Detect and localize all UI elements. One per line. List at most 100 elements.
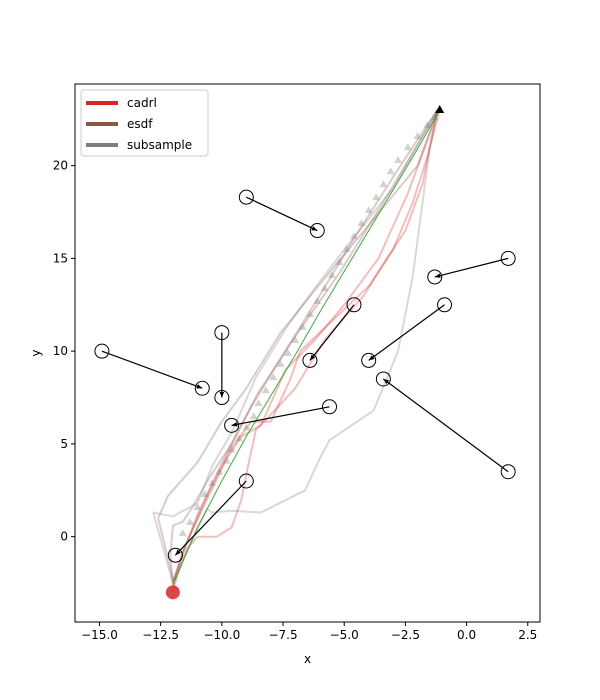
obstacle-start-7 <box>500 464 516 480</box>
obstacle-path-8 <box>231 406 330 426</box>
subsample-marker-8 <box>227 445 236 453</box>
subsample-marker-25 <box>350 232 358 240</box>
obstacle-path-5 <box>101 350 203 389</box>
esdf-run-2 <box>171 111 439 582</box>
subsample-marker-17 <box>291 336 300 344</box>
subsample-marker-10 <box>242 423 251 431</box>
subsample-marker-24 <box>342 245 351 253</box>
subsample-marker-29 <box>379 180 388 188</box>
cadrl-run-2 <box>171 109 439 584</box>
x-tick-label-7: 0.0 <box>457 628 476 642</box>
x-tick-label-2: −12.5 <box>142 628 179 642</box>
legend-label-subsample: subsample <box>127 138 192 152</box>
obstacle-arrowhead-6 <box>219 391 225 398</box>
obstacle-arrowhead-2 <box>434 273 441 278</box>
legend-label-esdf: esdf <box>127 117 153 131</box>
obstacle-path-3 <box>368 304 445 361</box>
trajectory-runs <box>152 109 441 600</box>
legend-label-cadrl: cadrl <box>127 96 157 110</box>
subsample-marker-22 <box>327 271 336 279</box>
legend-box <box>80 89 209 157</box>
y-tick-label-4: 15 <box>53 251 68 265</box>
obstacle-start-2 <box>500 250 516 266</box>
obstacle-start-6 <box>214 325 230 341</box>
obstacle-start-9 <box>238 473 254 489</box>
obstacle-end-7 <box>375 371 391 387</box>
subsample-marker-2 <box>186 517 195 525</box>
subsample-marker-7 <box>222 456 231 464</box>
subsample-marker-20 <box>313 297 322 305</box>
subsample-marker-31 <box>394 156 403 164</box>
obstacles <box>94 189 516 563</box>
obstacle-path-1 <box>246 196 318 232</box>
subsample-marker-5 <box>208 478 217 486</box>
obstacle-arrowhead-1 <box>311 226 318 231</box>
subsample-marker-9 <box>234 434 243 442</box>
x-tick-label-8: 2.5 <box>518 628 537 642</box>
subsample-marker-16 <box>283 349 292 356</box>
esdf-run-3 <box>157 111 439 580</box>
subsample-marker-15 <box>276 360 285 368</box>
subsample-marker-23 <box>335 258 344 266</box>
x-tick-label-3: −10.0 <box>203 628 240 642</box>
subsample-marker-32 <box>403 143 412 151</box>
subsample-marker-11 <box>249 412 258 420</box>
y-axis-label: y <box>29 349 43 356</box>
subsample-marker-34 <box>423 120 432 128</box>
subsample-marker-35 <box>430 113 439 121</box>
obstacle-end-5 <box>194 380 210 396</box>
subsample-marker-30 <box>386 167 395 175</box>
obstacle-arrowhead-5 <box>196 384 203 389</box>
subsample-marker-1 <box>178 528 187 536</box>
subsample-marker-14 <box>269 373 278 381</box>
subsample-marker-33 <box>413 131 422 139</box>
obstacle-path-9 <box>174 480 247 556</box>
subsample-marker-28 <box>372 193 381 201</box>
obstacle-start-4 <box>346 297 362 313</box>
x-tick-label-1: −15.0 <box>81 628 118 642</box>
x-axis-ticks: −15.0 −12.5 −10.0 −7.5 −5.0 −2.5 0.0 2.5 <box>81 622 537 642</box>
x-axis-label: x <box>304 652 311 666</box>
obstacle-start-3 <box>437 297 453 313</box>
obstacle-path-7 <box>383 378 509 473</box>
cadrl-run-1 <box>171 109 441 593</box>
subsample-marker-12 <box>254 399 263 407</box>
subsample-marker-26 <box>357 219 366 227</box>
y-tick-label-2: 5 <box>60 437 68 451</box>
obstacle-arrowhead-7 <box>383 378 390 385</box>
obstacle-end-9 <box>167 547 183 563</box>
y-tick-label-1: 0 <box>60 530 68 544</box>
reference-line <box>172 109 441 586</box>
x-tick-label-5: −5.0 <box>330 628 359 642</box>
legend: cadrl esdf subsample <box>80 89 209 157</box>
cadrl-start-point <box>165 585 180 600</box>
obstacle-arrowhead-3 <box>368 355 375 361</box>
esdf-run-1 <box>169 109 439 585</box>
subsample-marker-6 <box>215 467 224 475</box>
obstacle-end-6 <box>214 390 230 406</box>
goal-triangle <box>435 104 445 113</box>
subsample-marker-18 <box>298 323 307 331</box>
obstacle-end-2 <box>427 269 443 285</box>
x-tick-label-4: −7.5 <box>268 628 297 642</box>
x-tick-label-6: −2.5 <box>391 628 420 642</box>
reference-path <box>172 109 441 586</box>
y-tick-label-3: 10 <box>53 344 68 358</box>
obstacle-arrowhead-4 <box>309 354 316 361</box>
obstacle-end-8 <box>224 417 240 433</box>
obstacle-start-8 <box>322 399 338 415</box>
subsample-marker-4 <box>200 489 209 497</box>
subsample-marker-21 <box>320 284 329 292</box>
obstacle-end-1 <box>309 223 325 239</box>
y-axis-ticks: 0 5 10 15 20 <box>53 159 75 544</box>
plot-area-frame <box>74 83 541 623</box>
cadrl-run-3 <box>171 113 439 588</box>
subsample-marker-19 <box>305 310 314 318</box>
obstacle-path-4 <box>309 304 355 361</box>
subsample-run-2 <box>171 111 439 582</box>
goal-marker <box>435 104 445 113</box>
obstacle-arrowhead-9 <box>175 549 181 556</box>
y-tick-label-5: 20 <box>53 159 68 173</box>
subsample-marker-3 <box>193 502 202 510</box>
